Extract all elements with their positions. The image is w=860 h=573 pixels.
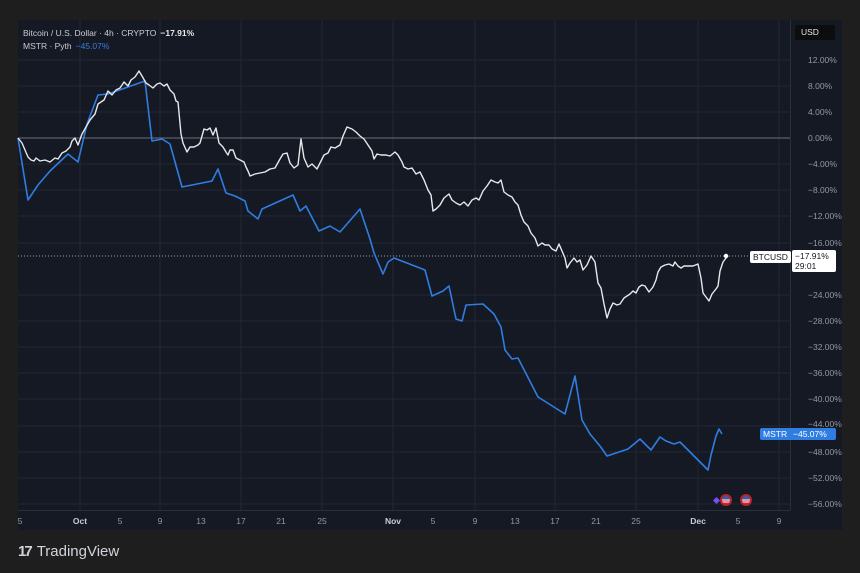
y-tick: −36.00% [808,368,842,378]
x-tick: 21 [276,516,286,526]
x-tick: 9 [157,516,163,526]
btc-last-point [723,253,729,259]
y-tick: 4.00% [808,107,833,117]
y-tick: −52.00% [808,473,842,483]
x-tick-month: Oct [72,516,88,526]
btc-series-tag: BTCUSD [750,251,791,263]
tradingview-logo-text: TradingView [36,543,120,560]
mstr-price-label: −45.07% [790,428,836,440]
btc-price-label: −17.91% 29:01 [792,250,836,272]
tradingview-logo[interactable]: 17 TradingView [18,543,119,560]
mstr-line [17,80,723,471]
y-tick: −12.00% [808,211,842,221]
time-axis[interactable] [18,510,790,531]
y-tick: −8.00% [808,185,838,195]
btc-line [17,70,729,319]
legend-series-mstr[interactable]: MSTR · Pyth −45.07% [23,40,194,53]
x-tick: 5 [735,516,741,526]
y-tick: −24.00% [808,290,842,300]
x-tick: 5 [17,516,23,526]
y-tick: −32.00% [808,342,842,352]
grid-lines [18,20,790,510]
y-tick: 12.00% [808,55,837,65]
x-tick: 9 [472,516,478,526]
y-tick: 8.00% [808,81,833,91]
x-tick-month: Nov [384,516,402,526]
y-tick: −16.00% [808,238,842,248]
x-tick: 13 [196,516,206,526]
y-tick: −56.00% [808,499,842,509]
x-tick: 9 [776,516,782,526]
x-tick: 17 [550,516,560,526]
tradingview-mark-icon: 17 [18,543,33,560]
legend-series-btc[interactable]: Bitcoin / U.S. Dollar · 4h · CRYPTO −17.9… [23,27,194,40]
x-tick: 5 [430,516,436,526]
legend-mstr-label: MSTR · Pyth [23,41,72,51]
y-tick: 0.00% [808,133,833,143]
y-tick: −48.00% [808,447,842,457]
chart-panel[interactable] [18,20,842,530]
btc-price-value: −17.91% [795,251,829,261]
x-tick: 13 [510,516,520,526]
legend-btc-label: Bitcoin / U.S. Dollar · 4h · CRYPTO [23,28,157,38]
x-tick-month: Dec [690,516,706,526]
y-tick: −4.00% [808,159,838,169]
y-tick: −28.00% [808,316,842,326]
btc-bar-countdown: 29:01 [795,261,817,271]
currency-button[interactable]: USD [795,25,835,40]
y-tick: −40.00% [808,394,842,404]
y-tick: −44.00% [808,419,842,429]
x-tick: 5 [117,516,123,526]
x-tick: 25 [631,516,641,526]
price-axis[interactable] [790,20,843,510]
legend-btc-change: −17.91% [160,28,195,38]
x-tick: 17 [236,516,246,526]
us-flag-event-icon[interactable] [740,494,752,506]
mstr-series-tag: MSTR [760,428,791,440]
x-tick: 25 [317,516,327,526]
chart-legend: Bitcoin / U.S. Dollar · 4h · CRYPTO −17.9… [23,27,194,53]
legend-mstr-change: −45.07% [75,41,110,51]
x-tick: 21 [591,516,601,526]
us-flag-event-icon[interactable] [720,494,732,506]
